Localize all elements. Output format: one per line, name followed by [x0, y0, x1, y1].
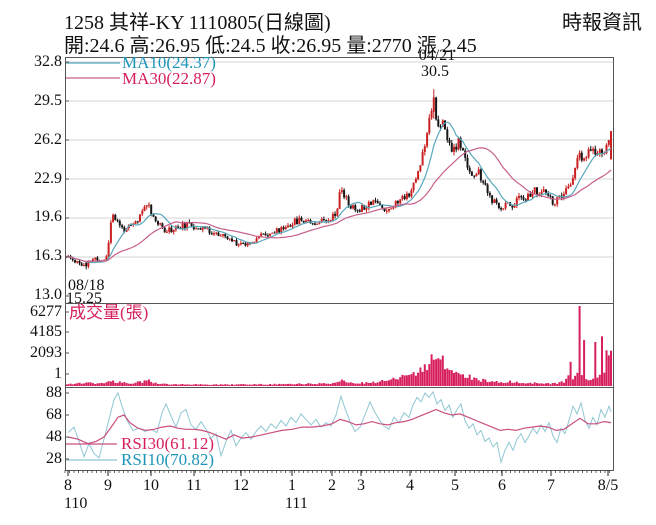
year-label: 110	[64, 495, 88, 512]
year-label: 111	[285, 495, 308, 512]
legend-rsi10: RSI10(70.82)	[121, 450, 215, 469]
annotation-peak-price: 30.5	[421, 63, 449, 80]
x-axis-label: 3	[357, 477, 365, 494]
x-axis-label: 5	[451, 477, 459, 494]
legend-ma30: MA30(22.87)	[122, 69, 216, 88]
x-axis-label: 7	[547, 477, 555, 494]
volume-axis-label: 1	[54, 365, 62, 382]
x-axis-label: 8	[64, 477, 72, 494]
volume-axis-label: 4185	[30, 323, 62, 340]
volume-axis-label: 6277	[30, 303, 62, 320]
quote-line: 開:24.6 高:26.95 低:24.5 收:26.95 量:2770 漲 2…	[64, 35, 477, 57]
x-axis-label: 10	[143, 477, 159, 494]
price-axis-label: 13.0	[34, 286, 62, 303]
volume-panel-label: 成交量(張)	[69, 303, 149, 322]
x-axis-label: 8/5	[597, 477, 619, 494]
x-axis-label: 6	[498, 477, 506, 494]
rsi-axis-label: 28	[46, 450, 62, 467]
volume-axis-label: 2093	[30, 344, 62, 361]
source-label: 時報資訊	[562, 12, 642, 34]
x-axis-label: 4	[406, 477, 414, 494]
price-axis-label: 26.2	[34, 131, 62, 148]
x-axis-label: 1	[288, 477, 296, 494]
rsi-axis-label: 68	[46, 406, 62, 423]
price-axis-label: 32.8	[34, 53, 62, 70]
annotation-low-date: 08/18	[68, 277, 105, 294]
x-axis-label: 9	[104, 477, 112, 494]
price-axis-label: 16.3	[34, 247, 62, 264]
page-title: 1258 其祥-KY 1110805(日線圖)	[64, 12, 331, 34]
price-axis-label: 22.9	[34, 170, 62, 187]
legend-rsi30: RSI30(61.12)	[121, 434, 215, 453]
rsi-axis-label: 48	[46, 428, 62, 445]
x-axis-label: 12	[233, 477, 249, 494]
annotation-peak-date: 04/21	[418, 47, 456, 64]
rsi-axis-label: 88	[46, 384, 62, 401]
price-axis-label: 19.6	[34, 208, 62, 225]
legend-ma10: MA10(24.37)	[122, 53, 216, 72]
annotation-low-price: 15.25	[66, 290, 102, 307]
x-axis-label: 11	[186, 477, 202, 494]
price-axis-label: 29.5	[34, 92, 62, 109]
x-axis-label: 2	[328, 477, 336, 494]
